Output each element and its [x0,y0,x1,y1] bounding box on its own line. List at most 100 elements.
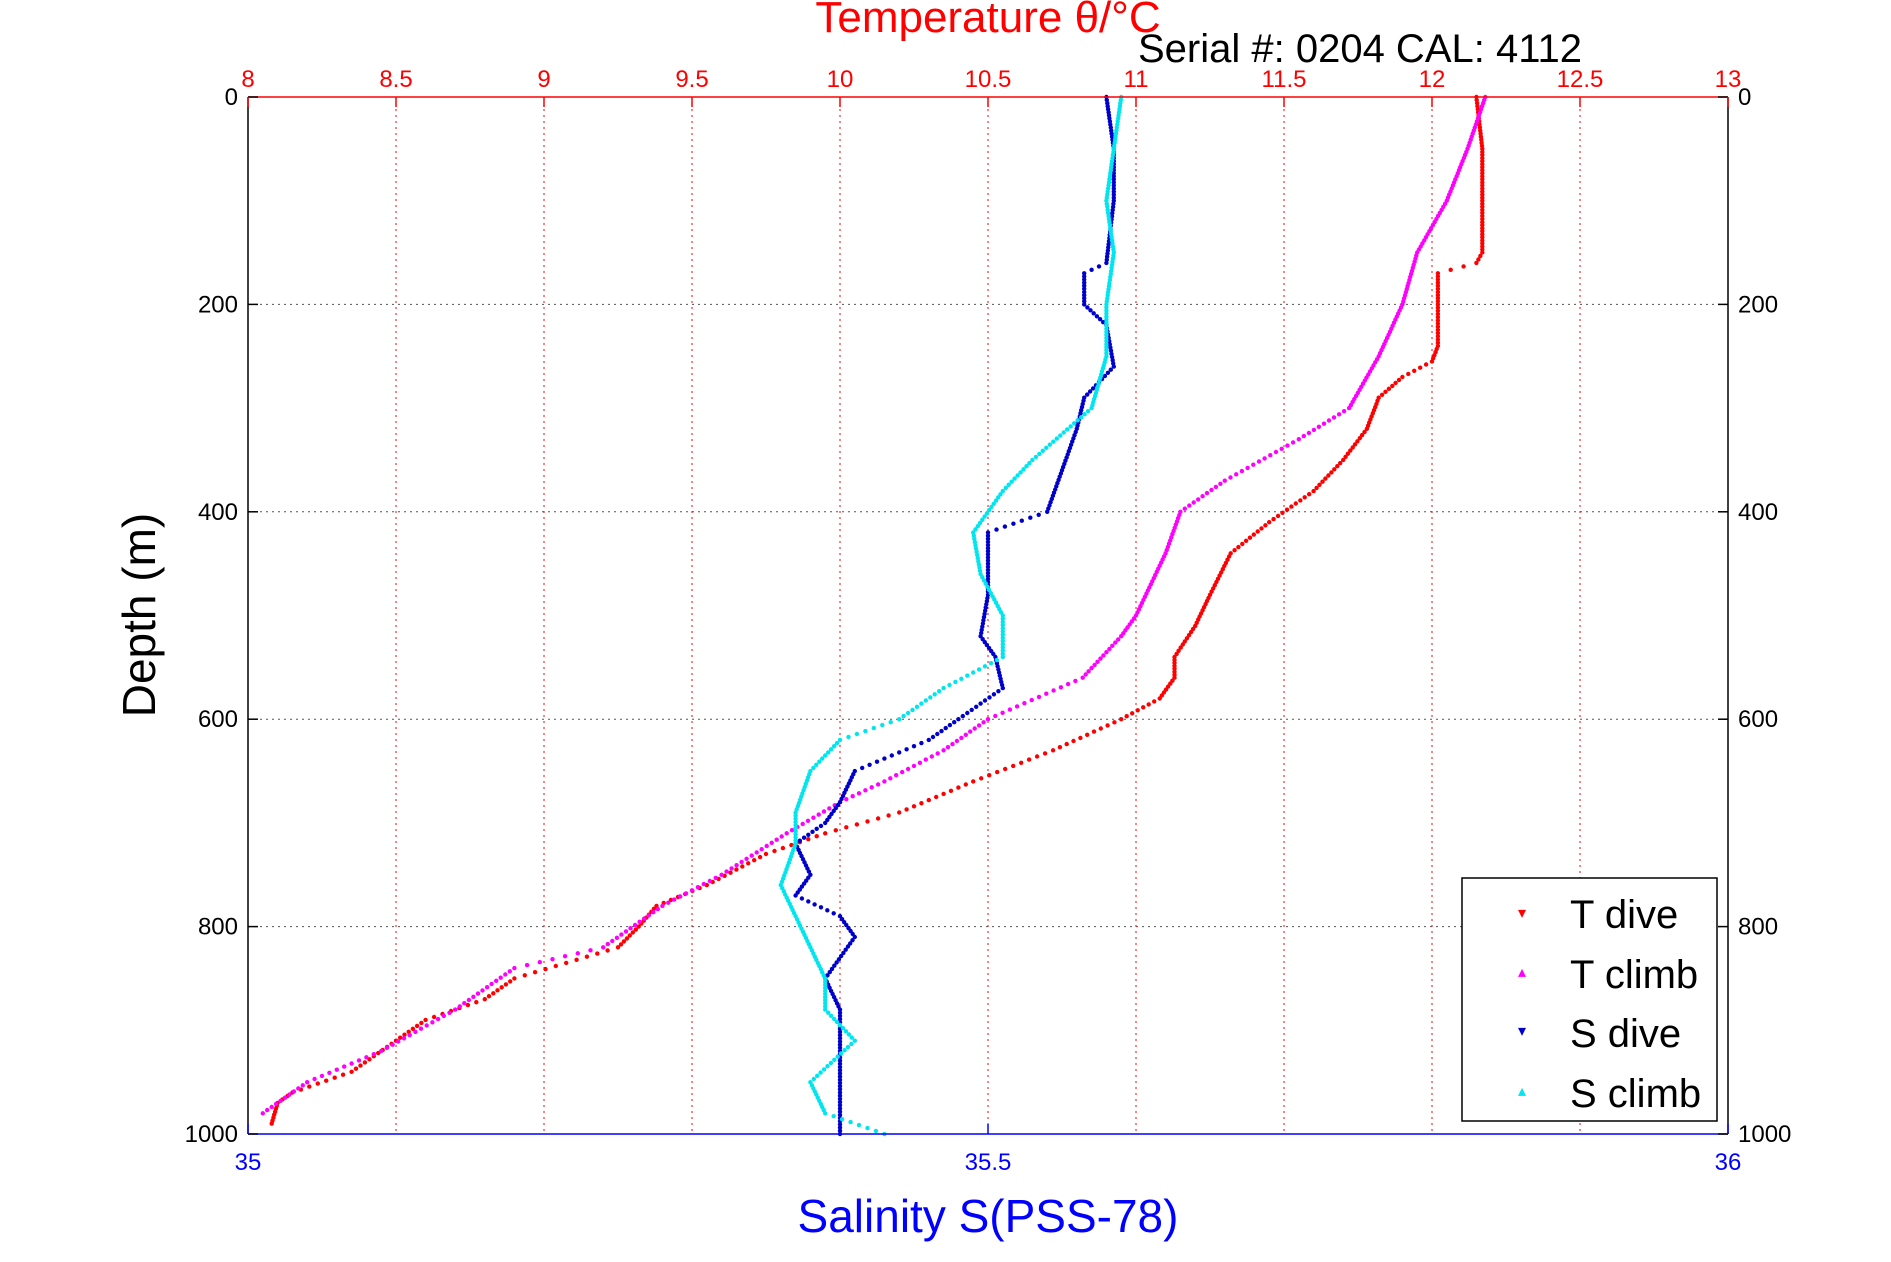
data-point [911,804,917,809]
data-point [1110,210,1115,216]
data-point [1000,626,1005,631]
y-tick-label-right: 200 [1738,291,1778,318]
data-point [799,896,805,901]
data-point [779,834,784,839]
legend-marker-t-dive: ▾ [1518,905,1526,922]
data-point [846,1032,852,1037]
data-point [636,924,641,929]
data-point [471,994,476,999]
data-point [837,1032,843,1038]
data-point [1267,520,1272,525]
data-point [829,966,835,972]
data-point [1085,732,1090,737]
data-point [1480,161,1485,167]
data-point [1174,651,1179,657]
data-point [1480,183,1485,188]
data-point [1051,439,1056,444]
data-point [1284,507,1290,512]
data-point [1480,213,1485,219]
data-point [1251,532,1257,537]
data-point [923,698,928,703]
data-point [1003,766,1008,772]
data-point [917,760,923,765]
data-point [1098,656,1103,661]
data-point [831,1016,837,1022]
data-point [1480,229,1485,234]
data-point [811,765,816,771]
data-point [619,932,624,937]
data-point [815,1073,820,1079]
data-point [987,695,992,700]
data-point [837,1022,843,1028]
data-point [1119,634,1124,639]
data-point [1182,506,1188,511]
data-point [956,785,961,790]
data-point [1435,277,1441,282]
data-point [1000,645,1005,650]
data-point [969,707,974,713]
data-point [823,982,828,987]
data-point [1480,186,1485,191]
legend-box [1461,877,1718,1122]
data-point [1028,515,1033,520]
data-point [499,985,504,990]
data-point [1107,646,1112,652]
data-point [852,1038,857,1043]
data-point [418,1026,424,1031]
data-point [874,759,880,764]
data-point [837,1096,843,1102]
data-point [401,1036,407,1041]
data-point [1323,476,1328,481]
data-point [269,1121,274,1126]
data-point [793,822,798,828]
data-point [1240,541,1245,547]
data-point [1011,763,1016,769]
data-point [888,720,893,725]
data-point [845,1044,851,1050]
data-point [484,985,490,990]
data-point [358,1063,363,1068]
data-point [1141,705,1146,710]
data-point [901,713,906,719]
data-point [746,861,751,866]
data-point [836,957,842,962]
data-point [1112,720,1117,725]
data-point [1157,696,1162,701]
data-point [823,753,828,758]
data-point [837,1103,843,1108]
data-point [865,819,870,824]
data-point [1480,168,1485,173]
data-point [356,1058,362,1063]
data-point [1111,177,1117,182]
data-point [1146,702,1151,707]
data-point [1280,510,1285,515]
data-point [843,1029,849,1034]
data-point [1435,330,1441,336]
data-point [1247,535,1253,540]
data-point [384,1045,390,1051]
data-point [904,807,909,812]
data-point [749,853,754,858]
data-point [985,570,991,576]
data-point [823,1004,828,1009]
data-point [503,982,509,987]
data-point [1239,468,1245,474]
temperature-tick-label: 9.5 [675,66,708,93]
data-point [850,794,855,799]
data-point [734,863,739,868]
data-point [340,1072,346,1077]
data-point [1418,365,1423,370]
data-point [982,664,988,669]
data-point [364,1055,369,1060]
legend-label-s-climb: S climb [1570,1072,1701,1116]
data-point [1029,697,1034,703]
data-point [269,1104,274,1110]
data-point [524,962,530,968]
data-point [954,738,960,744]
data-point [1026,757,1032,762]
data-point [812,902,817,907]
data-point [888,776,893,781]
data-point [897,717,902,722]
data-point [793,816,798,821]
data-point [823,1111,828,1116]
